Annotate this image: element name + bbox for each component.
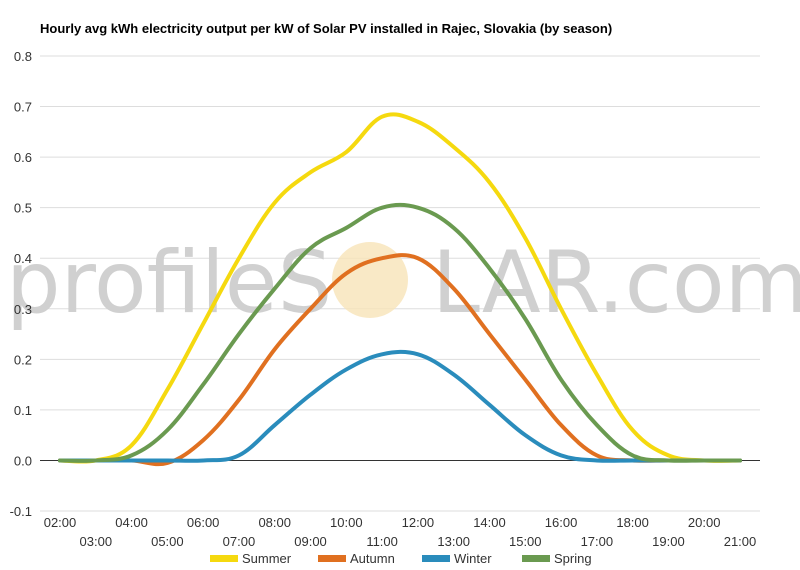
x-tick-label: 15:00 bbox=[509, 534, 542, 549]
series-line-spring bbox=[58, 202, 742, 463]
x-tick-label: 13:00 bbox=[437, 534, 470, 549]
y-tick-label: 0.8 bbox=[14, 49, 32, 64]
x-tick-label: 08:00 bbox=[258, 515, 291, 530]
y-axis: -0.1 0.0 0.1 0.2 0.3 0.4 0.5 0.6 0.7 0.8 bbox=[10, 49, 32, 519]
x-tick-label: 20:00 bbox=[688, 515, 721, 530]
x-tick-label: 07:00 bbox=[223, 534, 256, 549]
x-tick-label: 04:00 bbox=[115, 515, 148, 530]
y-tick-label: 0.6 bbox=[14, 150, 32, 165]
series-line-winter bbox=[58, 349, 742, 463]
y-tick-label: 0.1 bbox=[14, 403, 32, 418]
x-tick-label: 19:00 bbox=[652, 534, 685, 549]
y-tick-label: 0.4 bbox=[14, 251, 32, 266]
series-lines bbox=[58, 112, 742, 467]
x-axis: 02:0003:0004:0005:0006:0007:0008:0009:00… bbox=[44, 515, 757, 549]
legend-item-spring[interactable]: Spring bbox=[522, 551, 592, 566]
x-tick-label: 12:00 bbox=[402, 515, 435, 530]
y-tick-label: 0.3 bbox=[14, 302, 32, 317]
chart-title: Hourly avg kWh electricity output per kW… bbox=[40, 21, 612, 36]
legend-label: Autumn bbox=[350, 551, 395, 566]
y-tick-label: -0.1 bbox=[10, 504, 32, 519]
legend-item-winter[interactable]: Winter bbox=[422, 551, 492, 566]
series-line-summer bbox=[58, 112, 742, 464]
legend-swatch bbox=[422, 555, 450, 562]
legend-swatch bbox=[210, 555, 238, 562]
watermark-text-after: LAR.com bbox=[432, 233, 800, 333]
legend-item-autumn[interactable]: Autumn bbox=[318, 551, 395, 566]
x-tick-label: 06:00 bbox=[187, 515, 220, 530]
x-tick-label: 10:00 bbox=[330, 515, 363, 530]
x-tick-label: 17:00 bbox=[581, 534, 614, 549]
x-tick-label: 14:00 bbox=[473, 515, 506, 530]
x-tick-label: 09:00 bbox=[294, 534, 327, 549]
legend-label: Spring bbox=[554, 551, 592, 566]
legend-item-summer[interactable]: Summer bbox=[210, 551, 292, 566]
x-tick-label: 16:00 bbox=[545, 515, 578, 530]
legend-swatch bbox=[522, 555, 550, 562]
watermark-text-before: profileS bbox=[6, 233, 332, 333]
legend-label: Winter bbox=[454, 551, 492, 566]
watermark: profileS LAR.com bbox=[6, 233, 800, 333]
x-tick-label: 11:00 bbox=[366, 534, 398, 549]
y-tick-label: 0.2 bbox=[14, 352, 32, 367]
x-tick-label: 02:00 bbox=[44, 515, 77, 530]
x-tick-label: 05:00 bbox=[151, 534, 184, 549]
y-tick-label: 0.0 bbox=[14, 453, 32, 468]
x-tick-label: 03:00 bbox=[80, 534, 113, 549]
legend[interactable]: Summer Autumn Winter Spring bbox=[210, 551, 592, 566]
y-tick-label: 0.5 bbox=[14, 201, 32, 216]
x-tick-label: 18:00 bbox=[616, 515, 649, 530]
x-tick-label: 21:00 bbox=[724, 534, 757, 549]
legend-swatch bbox=[318, 555, 346, 562]
legend-label: Summer bbox=[242, 551, 292, 566]
watermark-sun bbox=[332, 242, 408, 318]
watermark-text: profileS bbox=[6, 233, 332, 333]
y-tick-label: 0.7 bbox=[14, 100, 32, 115]
